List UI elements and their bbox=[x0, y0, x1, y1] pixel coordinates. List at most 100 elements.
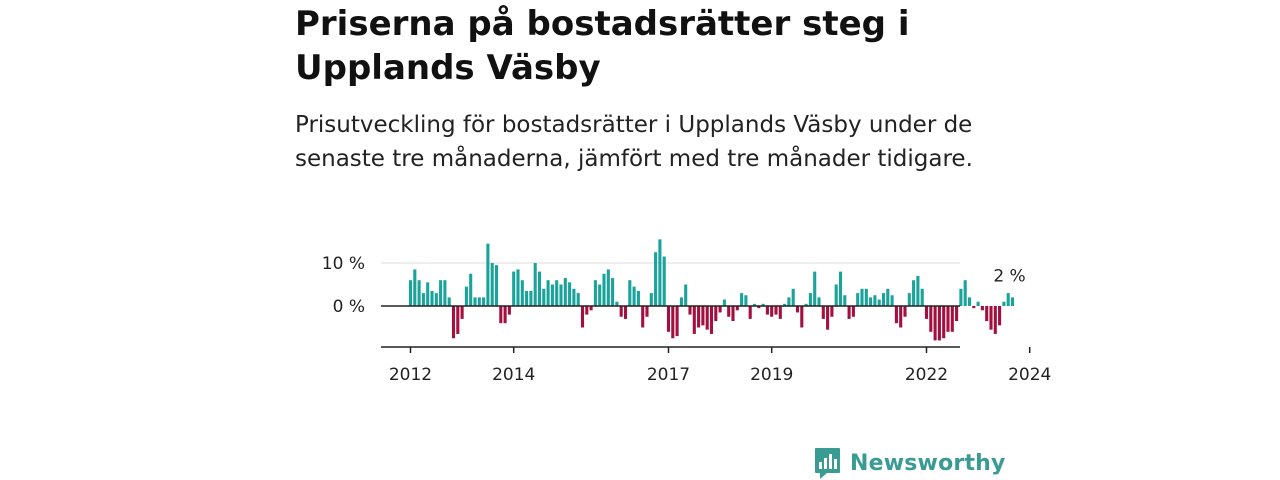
bar bbox=[486, 243, 490, 306]
bar bbox=[890, 295, 894, 306]
bar bbox=[606, 269, 610, 306]
bar bbox=[950, 306, 954, 332]
bar bbox=[636, 290, 640, 306]
bar bbox=[542, 288, 546, 306]
bar bbox=[546, 280, 550, 306]
bar bbox=[761, 303, 765, 306]
bar bbox=[593, 280, 597, 306]
bar bbox=[413, 269, 417, 306]
bar bbox=[972, 306, 976, 309]
bar bbox=[684, 284, 688, 306]
bar bbox=[778, 306, 782, 319]
bar bbox=[482, 297, 486, 306]
bar bbox=[800, 306, 804, 328]
bar bbox=[705, 306, 709, 330]
bar bbox=[641, 306, 645, 328]
bar bbox=[701, 306, 705, 326]
bar bbox=[795, 306, 800, 313]
bar bbox=[821, 306, 825, 319]
bar bbox=[877, 299, 881, 306]
bar bbox=[1006, 293, 1010, 306]
bar bbox=[894, 306, 898, 324]
bar bbox=[469, 273, 473, 306]
bar bbox=[959, 288, 963, 306]
bar bbox=[658, 239, 662, 306]
bar bbox=[791, 288, 795, 306]
bar bbox=[456, 306, 460, 334]
bar bbox=[580, 306, 585, 328]
bar bbox=[443, 280, 447, 306]
bar bbox=[718, 306, 722, 313]
bar bbox=[576, 293, 580, 306]
brand-name: Newsworthy bbox=[850, 450, 1006, 476]
bar bbox=[417, 280, 421, 306]
bar bbox=[619, 306, 623, 317]
bar bbox=[512, 271, 516, 306]
bar bbox=[550, 284, 554, 306]
bar bbox=[688, 306, 692, 315]
bar bbox=[662, 256, 666, 306]
bar bbox=[757, 306, 761, 309]
bar bbox=[666, 306, 671, 332]
bar bbox=[671, 306, 675, 339]
bar bbox=[856, 293, 860, 306]
bar bbox=[916, 275, 920, 306]
bar bbox=[843, 295, 847, 306]
bar bbox=[529, 290, 533, 306]
bar bbox=[434, 293, 438, 306]
last-value-label: 2 % bbox=[993, 266, 1025, 286]
bar bbox=[804, 303, 808, 306]
bar bbox=[615, 301, 619, 306]
bar bbox=[675, 306, 679, 337]
bar bbox=[568, 282, 572, 306]
bar bbox=[869, 297, 873, 306]
bar bbox=[748, 306, 752, 319]
bar bbox=[731, 306, 735, 322]
bar bbox=[989, 306, 993, 330]
x-tick-label: 2022 bbox=[905, 365, 948, 385]
bar bbox=[494, 265, 499, 306]
bar bbox=[537, 271, 542, 306]
bar bbox=[735, 306, 739, 311]
bar bbox=[408, 280, 413, 306]
axes bbox=[381, 305, 960, 348]
bar bbox=[714, 306, 718, 322]
bar bbox=[559, 284, 563, 306]
bar bbox=[864, 288, 868, 306]
bar bbox=[924, 306, 929, 319]
bar bbox=[912, 280, 916, 306]
bar bbox=[998, 306, 1002, 326]
bar bbox=[817, 297, 821, 306]
data-labels: 2 % bbox=[993, 266, 1025, 286]
bar bbox=[929, 306, 933, 332]
bar bbox=[976, 301, 980, 306]
bar bbox=[563, 278, 567, 306]
bar bbox=[421, 293, 425, 306]
bar bbox=[460, 306, 464, 319]
bar bbox=[787, 297, 791, 306]
bar bbox=[847, 306, 851, 319]
bar bbox=[946, 306, 950, 332]
bar bbox=[899, 306, 903, 328]
newsworthy-logo[interactable]: Newsworthy bbox=[814, 446, 1006, 480]
bar bbox=[598, 284, 602, 306]
bar bbox=[980, 306, 984, 311]
bar bbox=[572, 288, 576, 306]
bar bbox=[903, 306, 907, 317]
bar bbox=[679, 297, 683, 306]
x-tick-label: 2024 bbox=[1008, 365, 1051, 385]
chart-title: Priserna på bostadsrätter steg i Uppland… bbox=[295, 4, 910, 88]
y-tick-label: 10 % bbox=[322, 254, 365, 274]
bar bbox=[783, 303, 787, 306]
bar bbox=[774, 306, 778, 315]
bar bbox=[507, 306, 511, 315]
bar bbox=[426, 282, 430, 306]
bar bbox=[740, 293, 744, 306]
x-tick-label: 2012 bbox=[389, 365, 432, 385]
bar bbox=[697, 306, 701, 328]
bar bbox=[525, 290, 529, 306]
newsworthy-logo-icon bbox=[815, 448, 840, 479]
bar bbox=[873, 295, 877, 306]
bar bbox=[933, 306, 937, 341]
